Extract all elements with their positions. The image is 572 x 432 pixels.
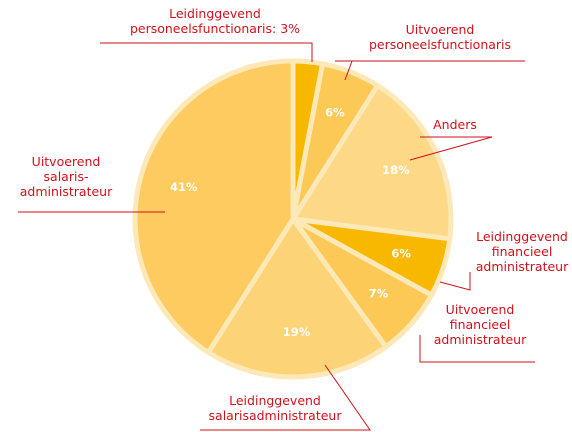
leader-line <box>409 136 493 161</box>
pie-slice <box>132 58 296 355</box>
slice-label: Leidinggevend salarisadministrateur <box>208 393 342 423</box>
slice-value-label: 6% <box>391 247 411 261</box>
leader-line <box>439 272 471 291</box>
slice-label: Leidinggevend personeelsfunctionaris: 3% <box>129 6 301 36</box>
pie-slice <box>205 216 389 380</box>
leader-line <box>200 364 371 431</box>
slice-label: Anders <box>433 117 477 132</box>
pie-slice <box>290 83 454 242</box>
slice-label: Uitvoerend salaris- administrateur <box>19 154 113 199</box>
slice-value-label: 7% <box>369 287 389 301</box>
slice-value-label: 18% <box>382 163 410 177</box>
slice-label: Uitvoerend personeelsfunctionaris <box>368 22 512 52</box>
slice-value-label: 41% <box>170 180 198 194</box>
slice-value-label: 6% <box>325 106 345 120</box>
slice-label: Leidinggevend financieel administrateur <box>475 229 569 274</box>
slice-value-label: 19% <box>283 325 311 339</box>
leader-line <box>419 335 535 363</box>
leader-line <box>344 60 353 81</box>
slice-label: Uitvoerend financieel administrateur <box>433 302 527 347</box>
leader-line <box>100 42 313 62</box>
